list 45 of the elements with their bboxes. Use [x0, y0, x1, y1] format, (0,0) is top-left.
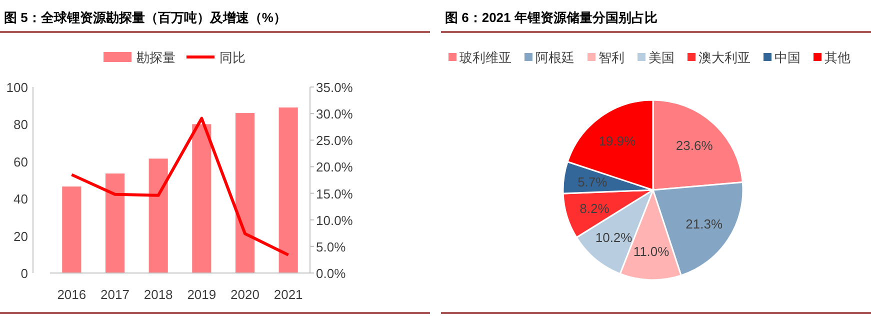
- y-tick-label: 80: [14, 117, 28, 132]
- x-tick-label: 2020: [230, 287, 260, 302]
- y2-tick-label: 0.0%: [316, 266, 346, 281]
- chart-title: 图 6：2021 年锂资源储量分国别占比: [445, 10, 658, 25]
- bar: [148, 158, 168, 273]
- y2-tick-label: 5.0%: [316, 239, 346, 254]
- y2-tick-label: 35.0%: [316, 80, 354, 95]
- legend-label: 其他: [824, 50, 850, 65]
- y-tick-label: 0: [20, 266, 28, 281]
- y-tick-label: 100: [6, 80, 28, 95]
- bar: [192, 124, 212, 273]
- y-tick-label: 20: [14, 228, 28, 244]
- y2-tick-label: 20.0%: [316, 160, 354, 175]
- y2-tick-label: 10.0%: [316, 212, 354, 228]
- bar: [278, 107, 298, 273]
- legend-label: 勘探量: [136, 50, 176, 65]
- data-label: 23.6%: [676, 138, 714, 153]
- line-series: [70, 116, 290, 256]
- x-tick-label: 2018: [144, 287, 173, 302]
- x-tick-label: 2019: [187, 287, 216, 302]
- legend-label: 同比: [220, 50, 246, 65]
- bar: [105, 173, 125, 273]
- y2-tick-label: 25.0%: [316, 133, 354, 148]
- legend-label: 智利: [598, 50, 624, 65]
- x-tick-label: 2016: [57, 287, 86, 302]
- data-label: 10.2%: [595, 230, 633, 246]
- data-label: 8.2%: [580, 200, 610, 216]
- bar: [235, 113, 255, 273]
- x-tick-label: 2017: [100, 287, 130, 302]
- bar: [62, 186, 82, 273]
- data-label: 19.9%: [598, 133, 636, 148]
- y2-tick-label: 15.0%: [316, 186, 354, 202]
- legend-label: 阿根廷: [536, 50, 574, 65]
- legend-label: 玻利维亚: [460, 50, 512, 65]
- legend-label: 中国: [774, 50, 800, 65]
- x-tick-label: 2021: [274, 287, 303, 302]
- y-tick-label: 40: [14, 192, 28, 207]
- chart-title: 图 5：全球锂资源勘探量（百万吨）及增速（%）: [4, 10, 286, 25]
- legend-label: 澳大利亚: [698, 50, 750, 65]
- data-label: 11.0%: [633, 244, 670, 260]
- y-tick-label: 60: [14, 154, 28, 170]
- y2-tick-label: 30.0%: [316, 106, 354, 122]
- legend-label: 美国: [648, 50, 674, 65]
- data-label: 5.7%: [578, 174, 608, 190]
- data-label: 21.3%: [686, 216, 723, 232]
